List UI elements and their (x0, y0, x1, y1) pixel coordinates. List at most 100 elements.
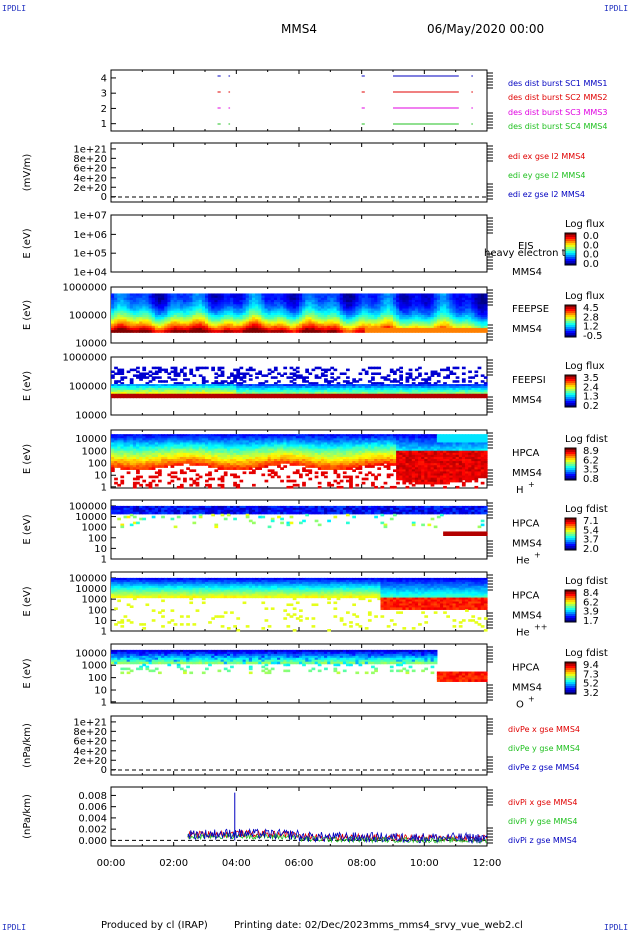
feepse-cell (205, 306, 209, 310)
feepse-cell (233, 295, 237, 299)
hpca_h-cell (327, 434, 331, 437)
feepsi-cell (349, 386, 353, 389)
hpca_h-cell (230, 434, 234, 437)
feepsi-cell (129, 380, 134, 383)
feepse-cell (230, 308, 234, 312)
hpca_h-cell (248, 467, 253, 470)
hpca_h-cell (170, 444, 175, 448)
hpca_h-cell (230, 446, 234, 450)
feepse-cell (264, 321, 269, 325)
hpca_h-cell (123, 450, 128, 454)
feepsi-cell (386, 389, 391, 393)
feepse-cell (386, 295, 391, 299)
feepse-cell (396, 295, 400, 299)
feepsi-cell (173, 378, 178, 381)
feepsi-cell (233, 389, 237, 393)
feepse-cell (114, 304, 118, 307)
feepse-cell (161, 295, 165, 299)
feepse-cell (136, 317, 140, 320)
hpca_h-cell (217, 434, 222, 437)
hpca_h-cell (308, 454, 313, 458)
hpca_h-cell (327, 452, 331, 456)
feepsi-cell (151, 389, 156, 393)
hpca_h-cell (179, 471, 184, 475)
feepse-cell (264, 312, 269, 316)
hpca_h-cell (239, 456, 244, 460)
hpca_h-cell (148, 454, 153, 458)
feepsi-cell (223, 387, 228, 391)
feepsi-cell (339, 384, 344, 387)
feepse-cell (393, 306, 397, 310)
hpca_h-cell (264, 440, 269, 444)
feepse-cell (252, 319, 256, 323)
feepse-cell (261, 297, 266, 301)
hpca_h-cell (142, 442, 147, 446)
feepse-cell (468, 299, 472, 303)
feepsi-cell (114, 389, 118, 393)
feepse-cell (327, 306, 331, 310)
feepse-cell (314, 310, 319, 314)
feepse-cell (342, 299, 347, 303)
feepse-cell (367, 325, 372, 329)
feepsi-cell (264, 393, 269, 397)
feepsi-cell (468, 376, 472, 379)
hpca_h-cell (217, 444, 222, 448)
hpca_h-cell (226, 440, 231, 444)
feepsi-cell (286, 393, 291, 397)
feepse-cell (320, 297, 325, 301)
feepse-cell (252, 321, 256, 325)
feepse-cell (242, 310, 247, 314)
hpca_h-cell (242, 461, 247, 464)
hpca_h-cell (145, 452, 150, 456)
feepse-cell (252, 317, 256, 320)
feepse-cell (129, 297, 134, 301)
feepse-cell (236, 304, 241, 307)
feepse-cell (299, 323, 303, 327)
feepse-cell (226, 299, 231, 303)
hpca_h-cell (136, 436, 140, 439)
feepse-cell (211, 323, 215, 327)
feepsi-cell (383, 386, 388, 389)
feepsi-cell (377, 389, 382, 393)
hpca_h-cell (242, 454, 247, 458)
feepse-cell (452, 330, 457, 333)
feepsi-cell (277, 395, 281, 399)
feepse-cell (286, 330, 291, 333)
hpca_h-cell (129, 436, 134, 439)
hpca_h-cell (320, 461, 325, 464)
feepsi-cell (111, 386, 115, 389)
feepse-cell (167, 306, 172, 310)
feepse-cell (483, 302, 488, 305)
feepse-cell (411, 321, 416, 325)
feepse-cell (242, 323, 247, 327)
feepse-cell (399, 317, 403, 320)
feepsi-cell (430, 370, 435, 374)
feepse-cell (205, 293, 209, 297)
hpca_h-cell (189, 461, 194, 464)
hpca_h-cell (114, 452, 118, 456)
hpca_h-cell (264, 436, 269, 439)
feepsi-cell (414, 384, 419, 387)
feepsi-cell (258, 387, 262, 391)
feepse-cell (123, 310, 128, 314)
burst-y-tick-label: 1 (101, 119, 107, 130)
feepse-cell (477, 325, 482, 329)
feepse-cell (120, 302, 125, 305)
feepsi-cell (418, 386, 422, 389)
feepse-cell (267, 293, 272, 297)
feepse-cell (339, 297, 344, 301)
feepse-cell (396, 315, 400, 318)
feepsi-cell (283, 395, 288, 399)
feepse-cell (374, 304, 378, 307)
feepsi-cell (386, 395, 391, 399)
hpca_h-cell (214, 459, 219, 462)
feepse-cell (393, 302, 397, 305)
feepse-cell (449, 293, 454, 297)
hpca_h-cell (132, 440, 137, 444)
feepse-cell (446, 310, 450, 314)
hpca_h-cell (314, 448, 319, 452)
feepsi-colorbar-swatch (565, 397, 576, 400)
hpca_h-cell (283, 448, 288, 452)
hpca_h-cell (176, 450, 181, 454)
feepse-cell (465, 312, 469, 316)
